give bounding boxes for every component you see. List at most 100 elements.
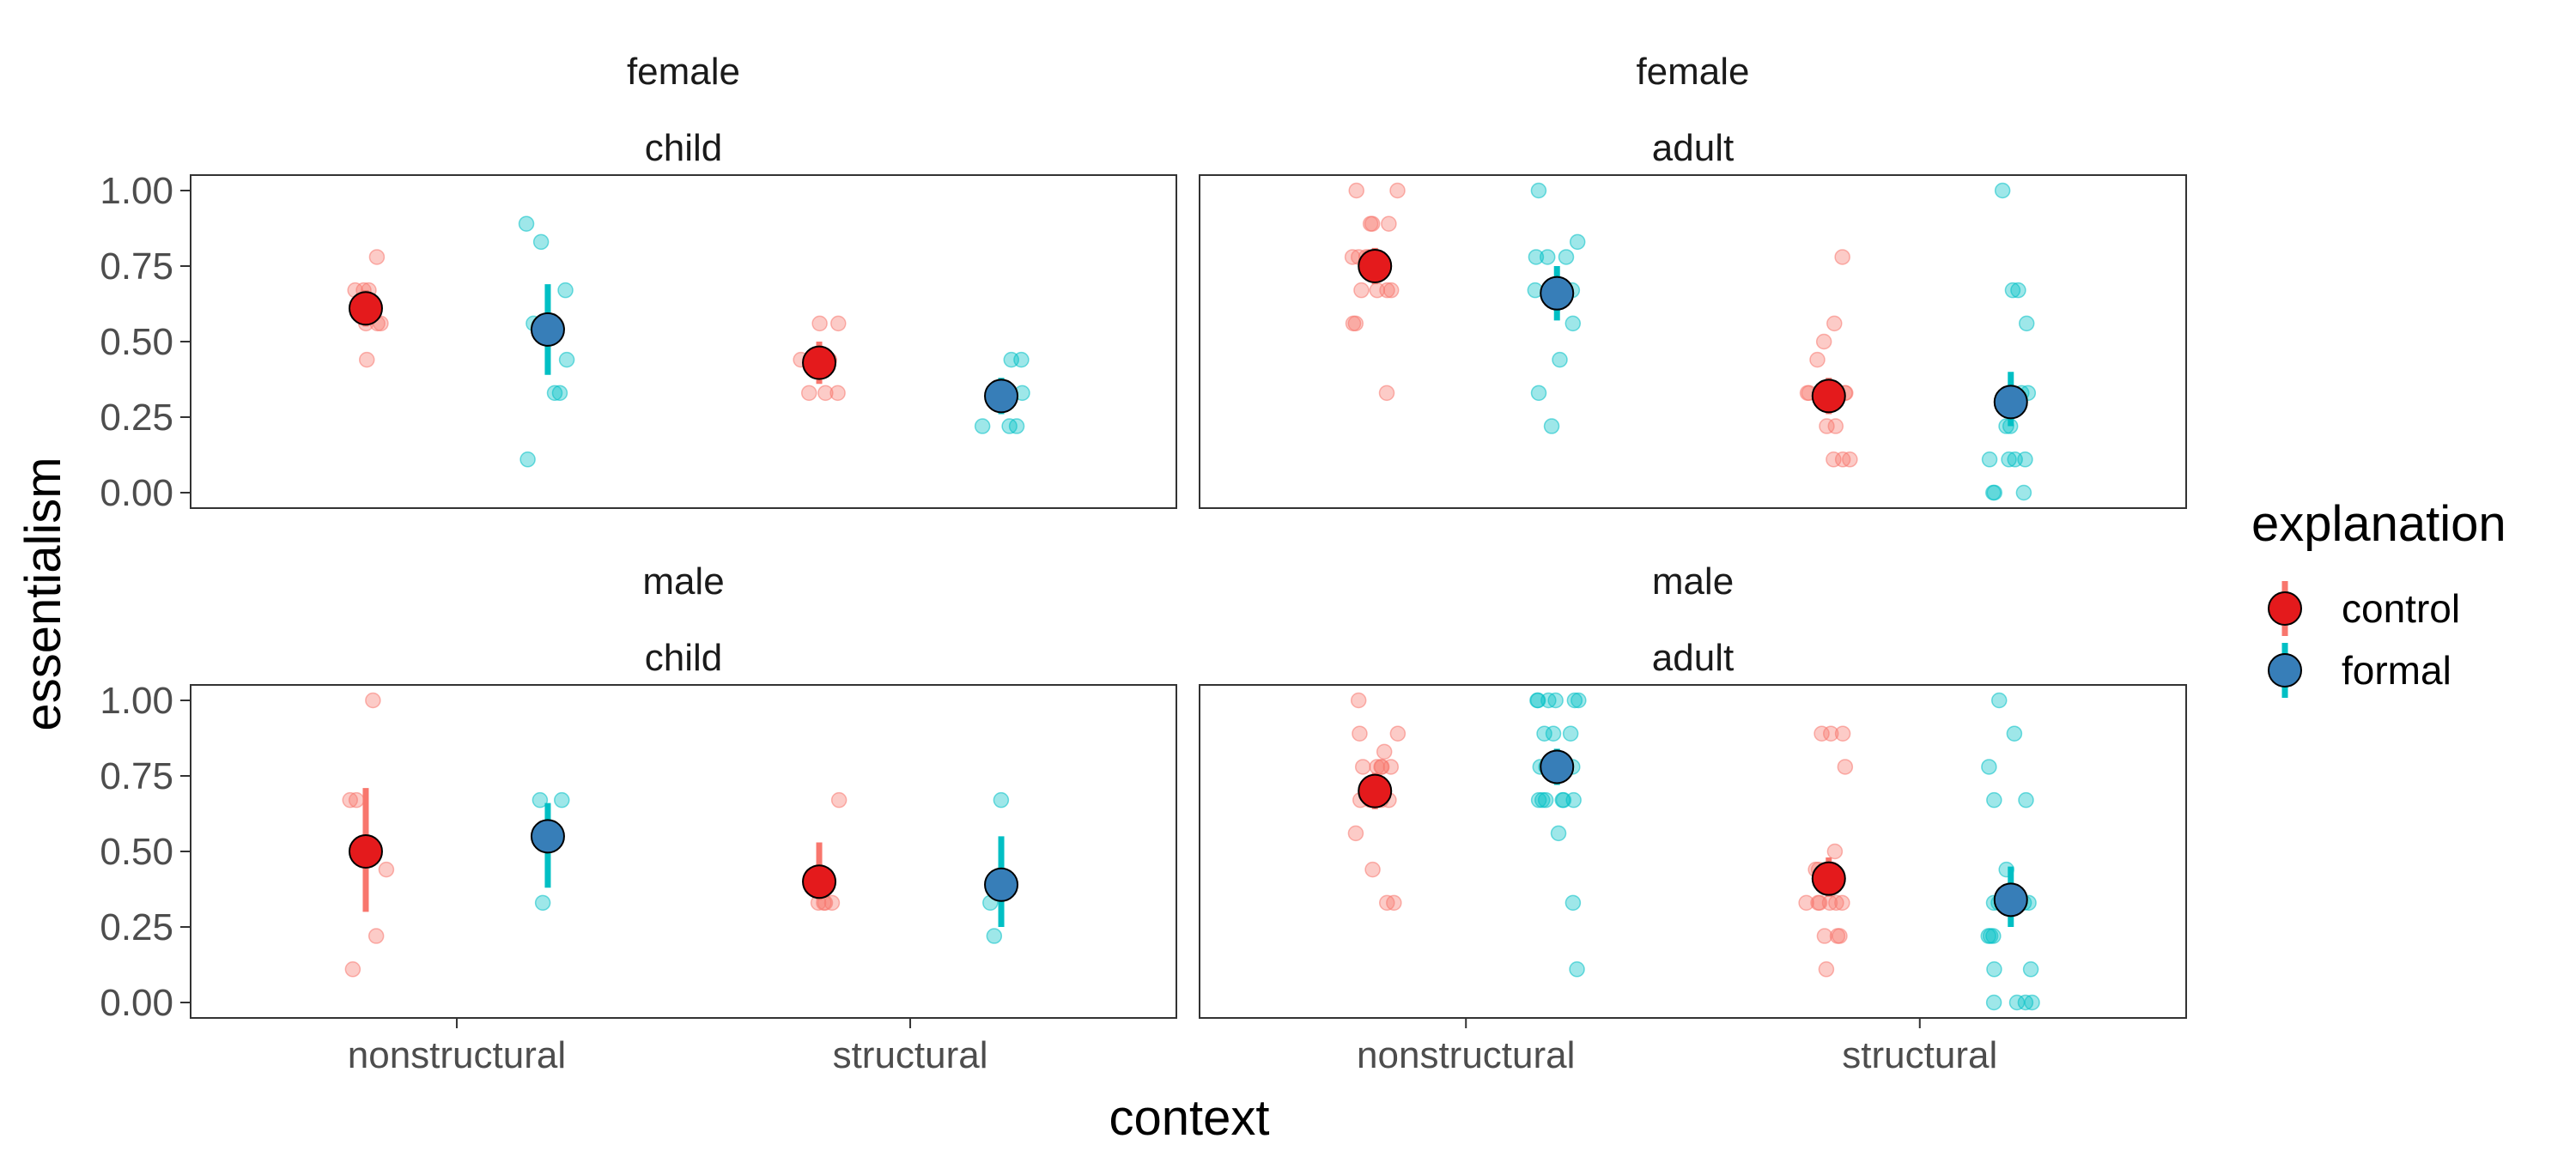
- raw-point: [1811, 894, 1828, 912]
- raw-point: [1842, 451, 1858, 468]
- group-structural-control: [802, 791, 848, 912]
- raw-point: [365, 692, 381, 709]
- raw-point: [368, 928, 385, 944]
- mean-point: [1540, 276, 1575, 311]
- raw-point: [2015, 484, 2032, 501]
- raw-point: [1354, 759, 1371, 775]
- raw-point: [554, 791, 570, 809]
- y-tick-label: 1.00: [100, 680, 173, 722]
- raw-point: [546, 385, 563, 402]
- panel-border: [1199, 684, 2187, 1019]
- mean-point: [1993, 385, 2028, 420]
- mean-point: [984, 379, 1019, 414]
- group-nonstructural-control: [1347, 692, 1406, 912]
- y-tick-label: 0.50: [100, 321, 173, 363]
- raw-point: [1985, 994, 2002, 1011]
- group-structural-formal: [974, 351, 1030, 434]
- legend-title: explanation: [2251, 496, 2506, 552]
- strip-label-top: female: [1636, 51, 1749, 93]
- raw-point: [993, 791, 1010, 809]
- raw-point: [1001, 418, 1018, 434]
- panel-border: [1199, 174, 2187, 509]
- raw-point: [986, 928, 1003, 944]
- raw-point: [1822, 725, 1839, 742]
- raw-point: [974, 418, 991, 434]
- raw-point: [1348, 182, 1364, 199]
- x-tick-label: structural: [833, 1034, 988, 1076]
- mean-point: [1540, 749, 1575, 784]
- raw-point: [1540, 692, 1557, 709]
- mean-point: [984, 867, 1019, 902]
- mean-point: [802, 345, 837, 380]
- raw-point: [1530, 791, 1547, 809]
- raw-point: [1834, 894, 1850, 912]
- raw-point: [1564, 315, 1582, 332]
- raw-point: [1347, 315, 1364, 332]
- mean-point: [802, 864, 837, 900]
- raw-point: [551, 385, 568, 402]
- mean-point: [1811, 379, 1846, 414]
- panel-border: [190, 174, 1177, 509]
- raw-point: [358, 351, 375, 368]
- y-tick-label: 0.00: [100, 472, 173, 514]
- raw-point: [1534, 791, 1551, 809]
- raw-point: [1827, 418, 1844, 434]
- raw-point: [1552, 351, 1568, 368]
- raw-point: [1819, 418, 1835, 434]
- legend-key-point: [2268, 653, 2302, 688]
- panel-2: female adult: [1199, 51, 2187, 509]
- raw-point: [1382, 282, 1400, 299]
- group-structural-formal: [1981, 182, 2037, 501]
- raw-point: [1569, 961, 1585, 978]
- legend-label: control: [2342, 586, 2460, 631]
- raw-point: [1373, 759, 1389, 775]
- raw-point: [1558, 249, 1575, 265]
- y-tick-label: 0.25: [100, 906, 173, 948]
- group-structural-control: [1798, 725, 1854, 978]
- raw-point: [1982, 928, 1999, 944]
- raw-point: [378, 861, 395, 878]
- raw-point: [1565, 791, 1582, 809]
- mean-point: [1811, 861, 1846, 896]
- raw-point: [344, 961, 361, 978]
- raw-point: [1562, 725, 1579, 742]
- raw-point: [1564, 894, 1582, 912]
- y-tick-label: 0.00: [100, 982, 173, 1024]
- raw-point: [1550, 825, 1567, 842]
- raw-point: [1569, 233, 1586, 251]
- raw-point: [518, 215, 535, 232]
- raw-point: [1837, 759, 1854, 775]
- raw-point: [2006, 725, 2023, 742]
- raw-point: [1828, 894, 1844, 912]
- raw-point: [1571, 692, 1587, 709]
- y-tick-label: 1.00: [100, 170, 173, 212]
- raw-point: [1545, 725, 1562, 742]
- raw-point: [1826, 315, 1843, 332]
- raw-point: [1344, 249, 1361, 265]
- group-nonstructural-control: [347, 249, 389, 368]
- raw-point: [2018, 791, 2034, 809]
- raw-point: [1834, 725, 1851, 742]
- raw-point: [1381, 215, 1397, 232]
- strip-label-bottom: child: [645, 637, 723, 679]
- group-structural-control: [793, 315, 847, 402]
- mean-point: [530, 312, 565, 347]
- x-tick-label: structural: [1842, 1034, 1997, 1076]
- raw-point: [1528, 249, 1545, 265]
- raw-point: [1389, 182, 1406, 199]
- raw-point: [1364, 861, 1381, 878]
- mean-point: [1993, 882, 2028, 918]
- raw-point: [1539, 249, 1556, 265]
- raw-point: [1350, 692, 1367, 709]
- strip-label-top: male: [1652, 560, 1734, 603]
- group-nonstructural-formal: [518, 215, 575, 468]
- group-structural-formal: [1980, 692, 2040, 1011]
- raw-point: [1376, 743, 1393, 760]
- strip-label-bottom: adult: [1652, 637, 1734, 679]
- raw-point: [1985, 484, 2002, 501]
- raw-point: [1994, 182, 2011, 199]
- strip-label-bottom: adult: [1652, 127, 1734, 169]
- raw-point: [1362, 215, 1379, 232]
